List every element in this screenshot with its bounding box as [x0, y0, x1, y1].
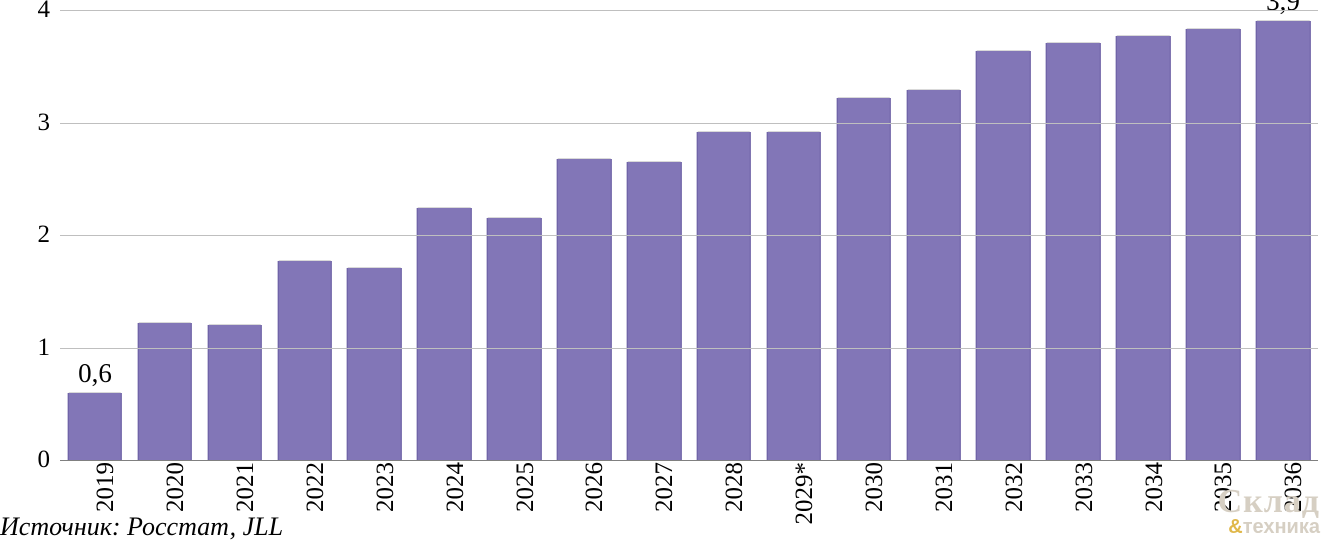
x-tick-label: 2026: [581, 462, 609, 512]
bar: [347, 268, 402, 460]
gridline: [60, 235, 1318, 236]
value-label: 3,9: [1266, 0, 1300, 17]
gridline: [60, 10, 1318, 11]
source-text: Источник: Росстат, JLL: [0, 512, 283, 541]
gridline: [60, 460, 1318, 461]
x-tick-label: 2032: [1001, 462, 1029, 512]
x-tick-label: 2028: [721, 462, 749, 512]
x-tick-label: 2034: [1141, 462, 1169, 512]
plot-area: 0,6 3,9: [60, 10, 1318, 460]
bar: 3,9: [1256, 21, 1311, 460]
x-tick-label: 2035: [1210, 462, 1238, 512]
x-tick-label: 2029*: [791, 462, 819, 525]
x-tick-label: 2030: [861, 462, 889, 512]
bar: [836, 98, 891, 460]
value-label: 0,6: [78, 358, 112, 389]
x-tick-label: 2036: [1280, 462, 1308, 512]
bar: [487, 218, 542, 460]
source-attribution: Источник: Росстат, JLL: [0, 512, 283, 542]
bar: 0,6: [68, 393, 123, 461]
bar: [138, 323, 193, 460]
x-tick-label: 2021: [232, 462, 260, 512]
y-tick-label: 4: [38, 0, 51, 24]
bar: [627, 162, 682, 460]
y-tick-label: 0: [38, 446, 51, 474]
x-tick-label: 2023: [372, 462, 400, 512]
bar: [207, 325, 262, 460]
x-tick-label: 2024: [442, 462, 470, 512]
bar-chart: 01234 0,63,9 201920202021202220232024202…: [10, 10, 1318, 510]
x-tick-label: 2031: [931, 462, 959, 512]
bar: [906, 90, 961, 460]
bar: [976, 51, 1031, 461]
gridline: [60, 348, 1318, 349]
x-tick-label: 2033: [1071, 462, 1099, 512]
bar: [277, 261, 332, 460]
y-tick-label: 3: [38, 109, 51, 137]
bar: [1116, 36, 1171, 460]
y-tick-label: 1: [38, 334, 51, 362]
bar: [557, 159, 612, 461]
x-tick-label: 2020: [162, 462, 190, 512]
bar: [767, 132, 822, 461]
x-tick-label: 2027: [651, 462, 679, 512]
x-tick-label: 2022: [302, 462, 330, 512]
bar: [697, 132, 752, 461]
y-axis: 01234: [10, 10, 60, 460]
x-tick-label: 2025: [512, 462, 540, 512]
bar: [1046, 43, 1101, 460]
bar: [1186, 29, 1241, 460]
gridline: [60, 123, 1318, 124]
bar: [417, 208, 472, 460]
y-tick-label: 2: [38, 221, 51, 249]
x-tick-label: 2019: [92, 462, 120, 512]
